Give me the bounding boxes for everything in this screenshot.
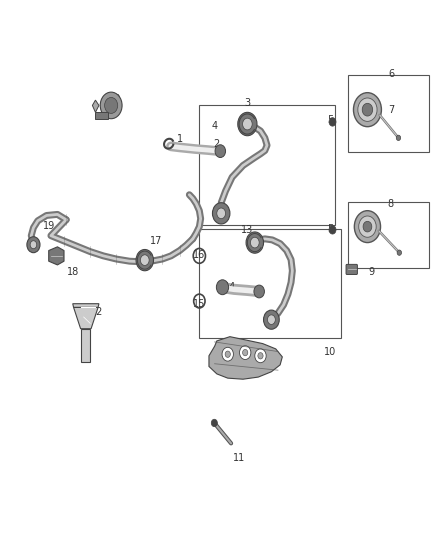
Polygon shape: [74, 308, 98, 329]
Circle shape: [353, 93, 381, 127]
Circle shape: [359, 216, 376, 237]
Circle shape: [264, 310, 279, 329]
Circle shape: [329, 118, 336, 126]
Text: 9: 9: [369, 267, 375, 277]
Circle shape: [238, 112, 257, 136]
Circle shape: [255, 349, 266, 363]
Text: 20: 20: [108, 94, 120, 104]
FancyBboxPatch shape: [199, 106, 335, 225]
Polygon shape: [49, 247, 64, 265]
Circle shape: [141, 255, 149, 265]
Circle shape: [215, 145, 226, 158]
Circle shape: [27, 237, 40, 253]
Text: 2: 2: [214, 139, 220, 149]
Text: 8: 8: [388, 199, 394, 209]
Circle shape: [136, 249, 153, 271]
Circle shape: [211, 419, 217, 427]
Text: 15: 15: [193, 298, 205, 309]
Polygon shape: [95, 112, 108, 119]
Text: 11: 11: [233, 453, 245, 463]
Circle shape: [362, 103, 373, 116]
Circle shape: [216, 280, 229, 295]
Circle shape: [243, 350, 248, 356]
FancyBboxPatch shape: [348, 75, 428, 152]
Circle shape: [254, 285, 265, 298]
Circle shape: [105, 98, 118, 114]
Text: 5: 5: [327, 224, 333, 235]
Circle shape: [363, 221, 372, 232]
Polygon shape: [92, 100, 99, 112]
Circle shape: [251, 237, 259, 248]
Circle shape: [100, 92, 122, 119]
Text: 14: 14: [224, 282, 236, 292]
Text: 19: 19: [42, 221, 55, 231]
Circle shape: [222, 348, 233, 361]
Circle shape: [225, 351, 230, 358]
Circle shape: [243, 118, 252, 130]
Circle shape: [397, 250, 402, 255]
Text: 12: 12: [91, 306, 103, 317]
Text: 1: 1: [177, 134, 183, 144]
Text: 18: 18: [67, 267, 79, 277]
Text: 7: 7: [389, 104, 395, 115]
Text: 4: 4: [212, 120, 218, 131]
Polygon shape: [209, 337, 283, 379]
Circle shape: [212, 203, 230, 224]
Circle shape: [240, 346, 251, 360]
Circle shape: [396, 135, 401, 141]
Text: 6: 6: [389, 69, 395, 79]
Polygon shape: [81, 329, 90, 362]
Text: 10: 10: [324, 346, 336, 357]
Polygon shape: [73, 304, 99, 308]
Circle shape: [268, 315, 276, 325]
FancyBboxPatch shape: [199, 229, 341, 338]
Text: 3: 3: [244, 98, 251, 108]
Text: 5: 5: [327, 115, 333, 125]
Circle shape: [358, 98, 377, 122]
FancyBboxPatch shape: [348, 201, 428, 268]
Circle shape: [217, 208, 226, 219]
Circle shape: [30, 241, 37, 249]
Circle shape: [246, 232, 264, 253]
Text: 17: 17: [149, 236, 162, 246]
Circle shape: [258, 353, 263, 359]
Text: 16: 16: [193, 250, 205, 260]
Circle shape: [354, 211, 381, 243]
Circle shape: [329, 225, 336, 234]
Text: 13: 13: [241, 225, 254, 236]
FancyBboxPatch shape: [346, 264, 357, 274]
